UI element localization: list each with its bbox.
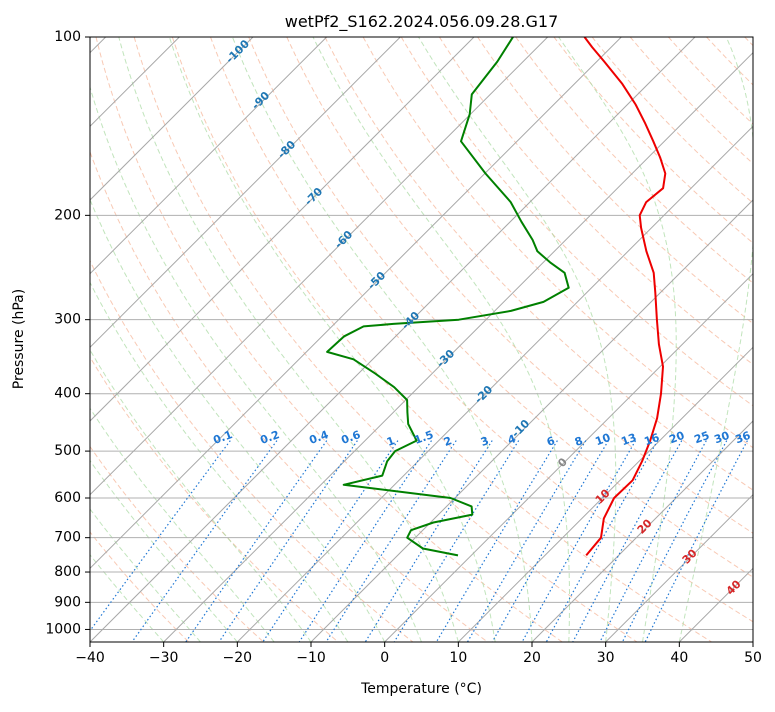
- y-tick-label: 700: [54, 530, 81, 546]
- x-tick-label: 30: [597, 650, 615, 666]
- y-tick-label: 200: [54, 207, 81, 223]
- x-tick-label: −10: [296, 650, 326, 666]
- x-tick-label: 20: [523, 650, 541, 666]
- x-tick-label: −40: [75, 650, 105, 666]
- y-tick-label: 500: [54, 443, 81, 459]
- x-tick-label: −30: [149, 650, 179, 666]
- y-tick-label: 1000: [45, 621, 81, 637]
- x-tick-label: 50: [744, 650, 762, 666]
- chart-title: wetPf2_S162.2024.056.09.28.G17: [285, 12, 559, 32]
- y-tick-label: 300: [54, 312, 81, 328]
- y-axis-label: Pressure (hPa): [11, 289, 27, 389]
- y-tick-label: 600: [54, 490, 81, 506]
- x-tick-label: 10: [449, 650, 467, 666]
- y-tick-label: 100: [54, 29, 81, 45]
- x-tick-label: −20: [223, 650, 253, 666]
- x-axis-label: Temperature (°C): [360, 681, 482, 697]
- y-tick-label: 900: [54, 594, 81, 610]
- y-tick-label: 400: [54, 386, 81, 402]
- y-tick-label: 800: [54, 564, 81, 580]
- x-tick-label: 0: [380, 650, 389, 666]
- x-tick-label: 40: [670, 650, 688, 666]
